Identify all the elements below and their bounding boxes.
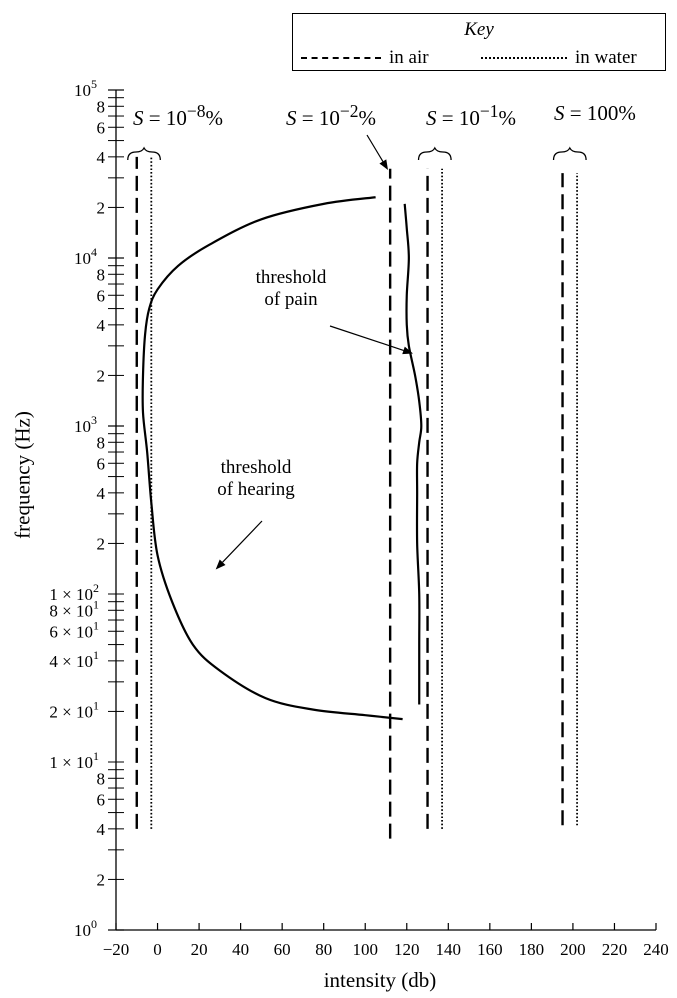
y-tick-label: 1 × 101 [49,749,99,772]
legend-title: Key [464,19,494,40]
y-tick-label: 6 [97,118,106,137]
y-tick-label: 2 [97,366,106,385]
x-axis-title: intensity (db) [323,968,437,992]
y-tick-label: 1 × 102 [49,581,99,604]
annotation-threshold-of-hearing: threshold of hearing [196,457,316,501]
dashed-line-swatch [301,57,381,59]
hearing-annotation-arrow-head [215,559,226,570]
x-tick-label: 180 [519,940,545,959]
pain-annotation-arrow [329,325,404,351]
x-tick-label: −20 [103,940,130,959]
annotation-line: of pain [264,289,318,310]
x-tick-label: 100 [352,940,378,959]
y-tick-label: 6 [97,790,106,809]
annotation-line: of hearing [217,479,295,500]
y-tick-label: 8 × 101 [49,597,99,620]
y-tick-label: 4 [97,316,106,335]
saturation-label: S = 10−1% [426,101,516,130]
threshold-of-hearing-curve [141,196,403,721]
saturation-label: S = 100% [554,101,636,125]
y-tick-label: 8 [97,433,106,452]
y-tick-label: 105 [74,77,97,100]
curly-brace [127,146,161,161]
legend-item-in-air: in air [301,47,429,69]
x-tick-label: 0 [153,940,162,959]
dotted-line-swatch [481,57,567,59]
y-tick-label: 104 [74,245,97,268]
y-tick-label: 6 [97,286,106,305]
legend-label-in-air: in air [389,47,429,68]
y-tick-label: 8 [97,265,106,284]
y-tick-label: 8 [97,769,106,788]
s-label-arrow [366,134,384,162]
y-tick-label: 4 [97,148,106,167]
x-tick-label: 200 [560,940,586,959]
curly-brace [417,146,452,161]
annotation-line: threshold [220,457,292,478]
hearing-annotation-arrow [222,520,263,563]
y-tick-label: 4 [97,484,106,503]
threshold-of-pain-curve [403,203,423,705]
x-tick-label: 240 [643,940,669,959]
saturation-braces [127,146,587,161]
pain-annotation-arrow-head [402,346,413,355]
y-tick-label: 4 × 101 [49,648,99,671]
y-axis-title: frequency (Hz) [10,411,35,539]
legend-item-in-water: in water [481,47,637,69]
y-tick-label: 6 [97,454,106,473]
y-tick-label: 2 [97,198,106,217]
x-tick-label: 80 [315,940,332,959]
y-tick-label: 103 [74,413,97,436]
saturation-label: S = 10−8% [133,101,223,130]
legend: Key in air in water [292,13,666,71]
x-tick-label: 60 [274,940,291,959]
x-tick-label: 40 [232,940,249,959]
s-label-arrow-head [379,159,388,170]
y-tick-label: 2 [97,534,106,553]
x-tick-label: 120 [394,940,420,959]
y-tick-label: 6 × 101 [49,618,99,641]
y-tick-label: 2 × 101 [49,698,99,721]
x-tick-label: 20 [191,940,208,959]
curly-brace [552,146,587,161]
annotation-arrows [215,134,413,570]
legend-label-in-water: in water [575,47,637,68]
y-tick-label: 2 [97,870,106,889]
annotation-line: threshold [255,267,327,288]
threshold-curves [141,196,423,721]
x-axis: −20 0 20 40 60 80 100 120 140 160 180 200 220 240 [103,923,669,959]
y-tick-label: 8 [97,97,106,116]
annotation-threshold-of-pain: threshold of pain [236,267,346,311]
x-tick-label: 220 [602,940,628,959]
x-tick-label: 140 [436,940,462,959]
y-tick-label: 100 [74,917,97,940]
x-tick-label: 160 [477,940,503,959]
saturation-label: S = 10−2% [286,101,376,130]
y-tick-label: 4 [97,820,106,839]
